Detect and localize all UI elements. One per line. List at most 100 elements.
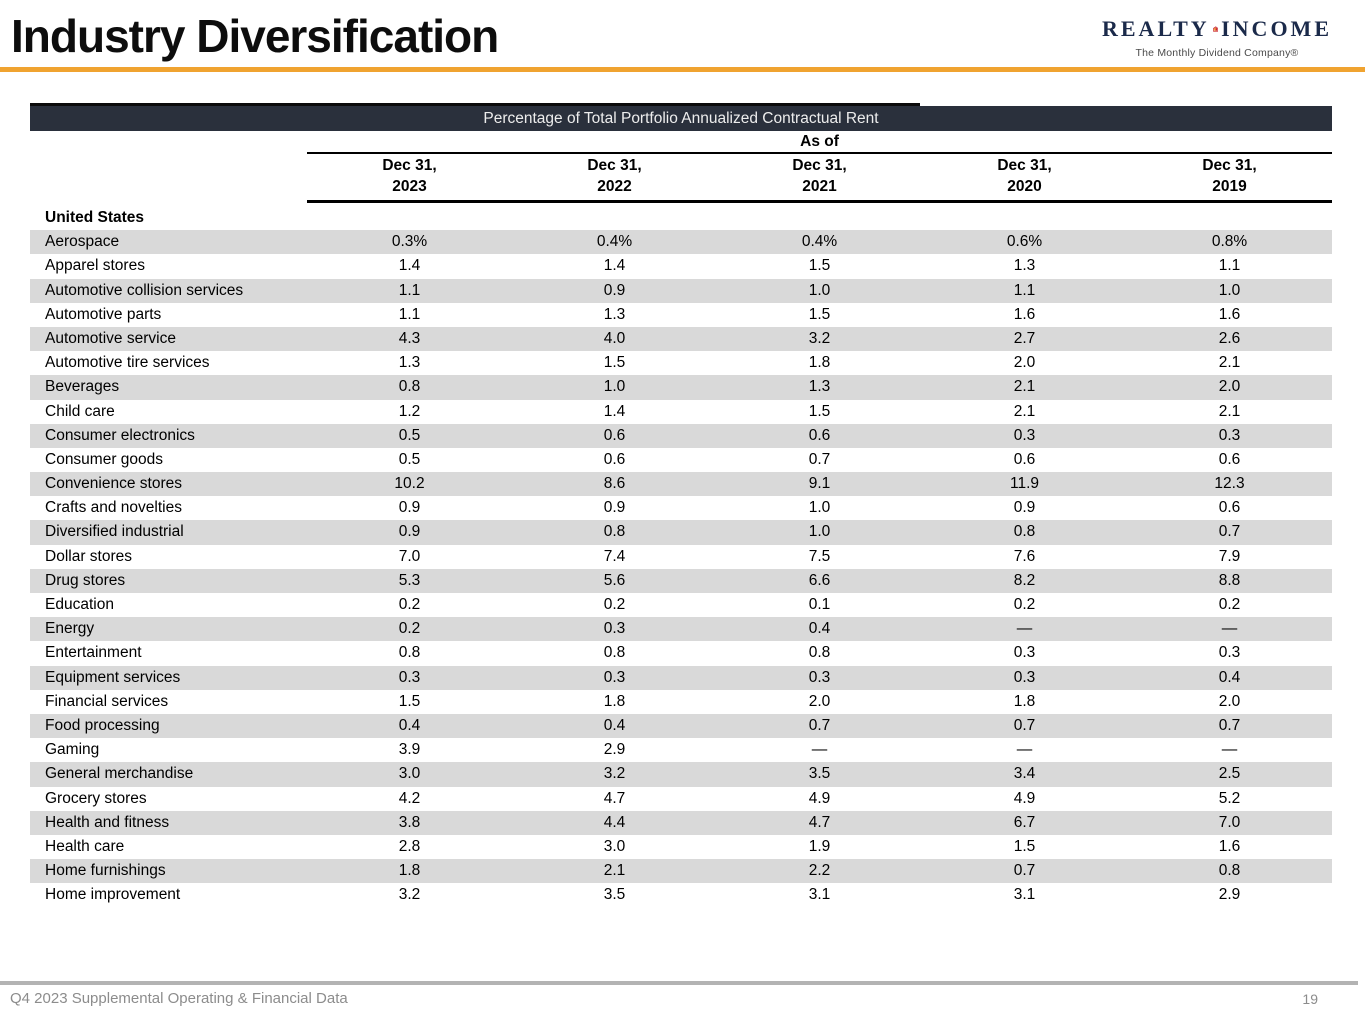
table-row: Convenience stores 10.2 8.6 9.1 11.9 12.3 <box>30 472 1332 497</box>
logo-wordmark: REALTY INCOME <box>1102 12 1332 46</box>
value-cell: 1.0 <box>603 378 626 396</box>
value-cell: — <box>1016 741 1033 759</box>
value-cell: 12.3 <box>1214 475 1245 493</box>
value-cell: 1.3 <box>808 378 831 396</box>
value-cell: 0.7 <box>1218 716 1241 734</box>
value-cell: 2.9 <box>603 741 626 759</box>
value-cell: 2.0 <box>1013 354 1036 372</box>
value-cell: 3.2 <box>808 329 831 347</box>
value-cell: 0.5 <box>398 426 421 444</box>
value-cell: 3.9 <box>398 741 421 759</box>
value-cell: 0.4 <box>808 620 831 638</box>
industry-name: Apparel stores <box>45 257 145 275</box>
footer-divider <box>0 981 1358 985</box>
industry-name: Education <box>45 596 114 613</box>
value-cell: 0.6 <box>808 426 831 444</box>
value-cell: 1.6 <box>1218 837 1241 855</box>
as-of-spacer <box>30 131 307 154</box>
value-cell: 5.3 <box>398 571 421 589</box>
footer-document-title: Q4 2023 Supplemental Operating & Financi… <box>10 990 348 1007</box>
value-cell: 0.2 <box>398 596 421 613</box>
company-logo: REALTY INCOME The Monthly Dividend Compa… <box>1102 12 1332 59</box>
value-cell: 7.5 <box>808 547 831 565</box>
value-cell: 0.9 <box>398 499 421 517</box>
value-cell: 0.6 <box>1013 450 1036 468</box>
value-cell: 0.3 <box>808 668 831 686</box>
industry-name: Child care <box>45 402 115 420</box>
value-cell: 2.1 <box>1013 378 1036 396</box>
value-cell: 3.1 <box>1013 886 1036 904</box>
value-cell: 1.0 <box>808 499 831 517</box>
value-cell: 3.2 <box>398 886 421 904</box>
value-cell: 0.9 <box>1013 499 1036 517</box>
value-cell: 9.1 <box>808 475 831 493</box>
value-cell: 1.6 <box>1218 305 1241 323</box>
as-of-row: As of <box>30 131 1332 154</box>
value-cell: 0.2 <box>1218 596 1241 613</box>
value-cell: 4.4 <box>603 813 626 831</box>
value-cell: 0.3% <box>391 233 428 251</box>
value-cell: 0.8 <box>398 644 421 662</box>
value-cell: 0.7 <box>808 450 831 468</box>
table-row: Crafts and novelties 0.9 0.9 1.0 0.9 0.6 <box>30 496 1332 520</box>
value-cell: 3.1 <box>808 886 831 904</box>
value-cell: 0.4 <box>603 716 626 734</box>
industry-name: Home improvement <box>45 886 181 904</box>
value-cell: 1.8 <box>1013 692 1036 710</box>
value-cell: 1.3 <box>1013 257 1036 275</box>
value-cell: 0.8 <box>603 523 626 541</box>
page-title: Industry Diversification <box>11 10 499 62</box>
industry-name: Health care <box>45 837 125 855</box>
industry-name: Energy <box>45 620 95 638</box>
value-cell: 1.3 <box>398 354 421 372</box>
value-cell: 0.6 <box>1218 450 1241 468</box>
industry-name: Diversified industrial <box>45 523 184 541</box>
value-cell: 2.6 <box>1218 329 1241 347</box>
value-cell: 1.9 <box>808 837 831 855</box>
industry-name: Automotive tire services <box>45 354 210 372</box>
value-cell: 1.2 <box>398 402 421 420</box>
page-number: 19 <box>1302 991 1318 1007</box>
table-row: Equipment services 0.3 0.3 0.3 0.3 0.4 <box>30 665 1332 690</box>
value-cell: 1.8 <box>808 354 831 372</box>
value-cell: 3.4 <box>1013 765 1036 783</box>
table-row: Grocery stores 4.2 4.7 4.9 4.9 5.2 <box>30 787 1332 811</box>
value-cell: 0.3 <box>603 668 626 686</box>
value-cell: 0.4 <box>1218 668 1241 686</box>
value-cell: 0.7 <box>1218 523 1241 541</box>
value-cell: 0.1 <box>808 596 831 613</box>
value-cell: 0.8 <box>398 378 421 396</box>
industry-name: Home furnishings <box>45 862 166 880</box>
value-cell: 3.2 <box>603 765 626 783</box>
value-cell: 1.1 <box>1013 281 1036 299</box>
value-cell: 0.8 <box>1218 862 1241 880</box>
value-cell: 1.8 <box>398 862 421 880</box>
value-cell: 0.6 <box>1218 499 1241 517</box>
value-cell: 1.5 <box>398 692 421 710</box>
value-cell: 3.0 <box>603 837 626 855</box>
table-row: Automotive service 4.3 4.0 3.2 2.7 2.6 <box>30 326 1332 352</box>
industry-name: Food processing <box>45 716 160 734</box>
column-header: Dec 31, 2019 <box>1202 157 1257 195</box>
industry-name: General merchandise <box>45 765 194 783</box>
value-cell: 4.7 <box>808 813 831 831</box>
value-cell: 0.6 <box>603 450 626 468</box>
industry-name: Equipment services <box>45 668 181 686</box>
value-cell: 2.7 <box>1013 329 1036 347</box>
table-row: Beverages 0.8 1.0 1.3 2.1 2.0 <box>30 375 1332 400</box>
value-cell: 1.4 <box>603 402 626 420</box>
industry-name: Gaming <box>45 741 100 759</box>
column-header: Dec 31, 2022 <box>587 157 642 195</box>
value-cell: 1.5 <box>808 305 831 323</box>
value-cell: 1.5 <box>603 354 626 372</box>
column-header: Dec 31, 2023 <box>382 157 437 195</box>
value-cell: 3.5 <box>603 886 626 904</box>
value-cell: 3.8 <box>398 813 421 831</box>
value-cell: 1.5 <box>1013 837 1036 855</box>
value-cell: 4.9 <box>1013 789 1036 807</box>
value-cell: 4.9 <box>808 789 831 807</box>
house-icon <box>1212 26 1218 32</box>
table-row: General merchandise 3.0 3.2 3.5 3.4 2.5 <box>30 762 1332 787</box>
value-cell: 0.9 <box>603 281 626 299</box>
value-cell: 5.6 <box>603 571 626 589</box>
